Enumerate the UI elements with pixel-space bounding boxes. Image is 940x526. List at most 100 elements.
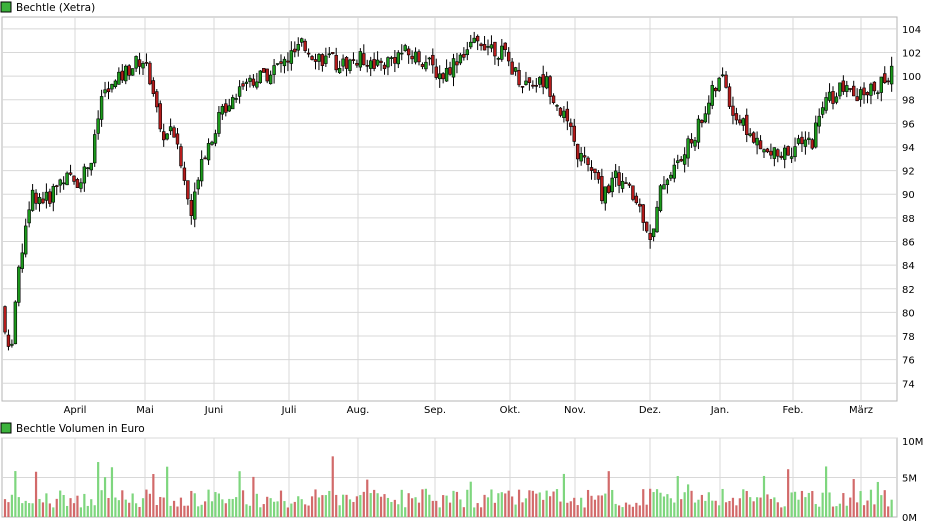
price-tick-label: 80 — [902, 308, 915, 319]
candle-body — [110, 83, 114, 90]
candle-body — [827, 91, 832, 101]
candle-body — [755, 137, 759, 146]
volume-bar — [400, 489, 403, 517]
candle-body — [348, 59, 352, 71]
volume-bar — [383, 494, 386, 517]
candle-body — [379, 60, 383, 63]
price-tick-label: 76 — [902, 356, 915, 367]
candle-body — [258, 70, 262, 83]
volume-bar — [531, 490, 534, 517]
candle-body — [631, 185, 635, 200]
candle-body — [196, 179, 200, 190]
volume-bar — [207, 489, 210, 517]
volume-bar — [521, 502, 524, 517]
candle-body — [772, 147, 777, 159]
candle-body — [624, 182, 628, 184]
volume-bar — [90, 499, 93, 517]
candle-body — [858, 89, 863, 100]
candle-body — [589, 167, 594, 171]
candle-body — [344, 56, 349, 69]
volume-bar — [159, 496, 162, 517]
price-tick-label: 84 — [902, 261, 915, 272]
candle-body — [93, 134, 97, 164]
volume-bar — [376, 493, 379, 517]
volume-bar — [645, 504, 648, 517]
volume-bar — [756, 497, 759, 517]
candle-body — [220, 106, 225, 115]
volume-bar — [335, 494, 338, 517]
candle-body — [44, 191, 49, 201]
candle-body — [375, 59, 380, 66]
volume-bar — [490, 489, 493, 517]
volume-bar — [869, 489, 873, 517]
candle-body — [61, 182, 66, 185]
volume-bar — [597, 495, 600, 517]
price-panel: Bechtle (Xetra) 74 76 78 80 82 84 86 88 90 92 94 96… — [0, 1, 921, 416]
candle-body — [613, 170, 618, 178]
candle-body — [417, 51, 421, 63]
candle-body — [48, 191, 52, 204]
volume-bar — [373, 489, 376, 517]
candle-body — [586, 157, 590, 165]
candle-body — [175, 133, 180, 145]
volume-bar — [186, 505, 189, 517]
candle-body — [189, 200, 193, 216]
candle-body — [855, 96, 859, 102]
candle-body — [679, 159, 683, 162]
candle-body — [306, 52, 311, 55]
price-legend-swatch — [0, 1, 12, 13]
candle-body — [99, 96, 104, 120]
volume-bar — [524, 498, 528, 517]
candle-body — [672, 164, 677, 179]
volume-bar — [393, 499, 396, 517]
candle-body — [724, 74, 728, 88]
candlesticks — [3, 31, 894, 351]
volume-bar — [269, 498, 272, 517]
volume-bar — [586, 489, 590, 517]
candle-body — [841, 80, 846, 92]
volume-bar — [649, 488, 652, 517]
volume-bar — [79, 507, 82, 517]
volume-bar — [172, 500, 176, 517]
candle-body — [455, 61, 459, 66]
candle-body — [279, 61, 283, 64]
volume-bar — [580, 497, 583, 517]
volume-bar — [742, 489, 745, 517]
volume-bar — [317, 497, 321, 517]
price-tick-label: 92 — [902, 167, 915, 178]
volume-bar — [680, 499, 683, 517]
candle-body — [879, 76, 884, 93]
volume-bar — [600, 495, 603, 517]
candle-body — [268, 74, 273, 85]
volume-bar — [114, 497, 117, 517]
candle-body — [458, 54, 463, 64]
volume-bar — [545, 490, 548, 517]
volume-bar — [549, 496, 552, 517]
volume-bar — [97, 462, 100, 517]
volume-bar — [542, 499, 545, 517]
candle-body — [382, 64, 387, 70]
x-tick-label: Dez. — [639, 405, 661, 416]
volume-bar — [297, 496, 300, 517]
volume-bar — [162, 497, 165, 517]
candle-body — [320, 54, 325, 66]
price-tick-label: 86 — [902, 237, 915, 248]
volume-bar — [414, 497, 417, 517]
volume-bar — [838, 503, 841, 517]
candle-body — [482, 44, 487, 51]
volume-bar — [528, 490, 531, 517]
volume-bar — [110, 467, 114, 517]
price-tick-label: 94 — [902, 143, 915, 154]
volume-bar — [428, 494, 431, 517]
volume-bar — [738, 498, 741, 517]
candle-body — [524, 80, 528, 85]
candle-body — [686, 138, 690, 159]
price-tick-label: 90 — [902, 190, 915, 201]
candle-body — [638, 203, 642, 207]
price-tick-label: 88 — [902, 214, 915, 225]
volume-bar — [683, 492, 686, 517]
candle-body — [58, 179, 62, 186]
volume-bar — [776, 502, 779, 517]
candle-body — [89, 162, 93, 171]
candle-body — [120, 70, 125, 81]
